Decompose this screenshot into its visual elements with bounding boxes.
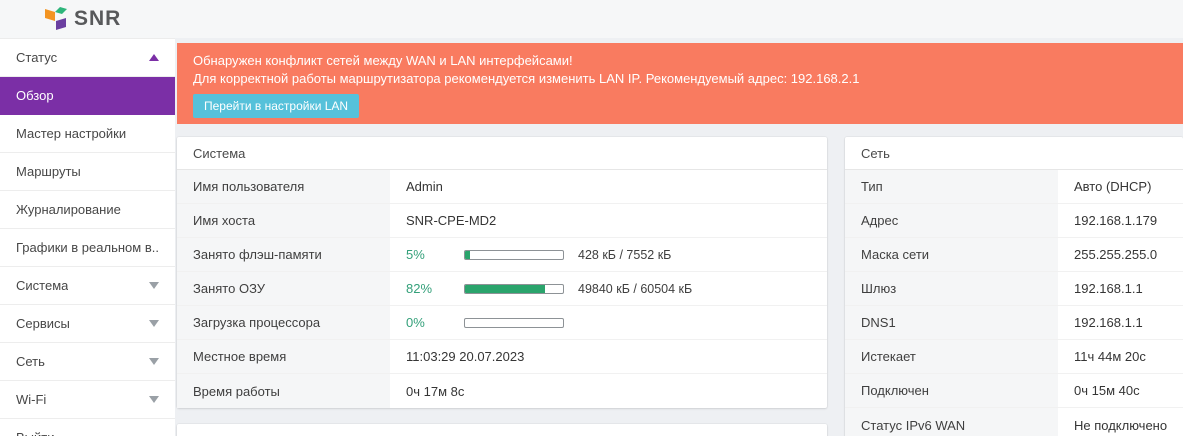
- row-label: Время работы: [177, 374, 390, 408]
- topbar: SNR: [0, 0, 1183, 38]
- row-label: Занято ОЗУ: [177, 272, 390, 305]
- row-value: 5% 428 кБ / 7552 кБ: [390, 238, 827, 271]
- table-row: Имя хоста SNR-CPE-MD2: [177, 204, 827, 238]
- logo-text: SNR: [74, 7, 122, 30]
- row-label: Статус IPv6 WAN: [845, 408, 1058, 436]
- network-card: Сеть Тип Авто (DHCP) Адрес 192.168.1.179 Мас…: [845, 137, 1183, 436]
- sidebar-item-label: Wi-Fi: [16, 392, 47, 407]
- row-label: Имя хоста: [177, 204, 390, 237]
- row-value: 0ч 17м 8с: [406, 383, 465, 399]
- row-value: 255.255.255.0: [1074, 247, 1158, 262]
- table-row: Адрес 192.168.1.179: [845, 204, 1183, 238]
- sidebar-item-label: Графики в реальном в...: [16, 240, 159, 255]
- sidebar-item-label: Сервисы: [16, 316, 70, 331]
- row-value: 0%: [390, 306, 827, 339]
- banner-line1: Обнаружен конфликт сетей между WAN и LAN…: [193, 53, 573, 68]
- usage-detail-text: 428 кБ / 7552 кБ: [578, 247, 672, 262]
- network-card-body: Тип Авто (DHCP) Адрес 192.168.1.179 Маска се…: [845, 170, 1183, 436]
- table-row: Шлюз 192.168.1.1: [845, 272, 1183, 306]
- conflict-warning-banner: Обнаружен конфликт сетей между WAN и LAN…: [177, 43, 1183, 124]
- table-row: Загрузка процессора 0%: [177, 306, 827, 340]
- row-label: Занято флэш-памяти: [177, 238, 390, 271]
- row-label: Маска сети: [845, 238, 1058, 271]
- sidebar-item-мастер-настройки[interactable]: Мастер настройки: [0, 115, 175, 153]
- sidebar-item-label: Обзор: [16, 88, 54, 103]
- sidebar-item-сервисы[interactable]: Сервисы: [0, 305, 175, 343]
- system-card-body: Имя пользователя Admin Имя хоста SNR-CPE-MD…: [177, 170, 827, 408]
- chevron-up-icon: [149, 54, 159, 61]
- next-card-partial: [177, 424, 827, 436]
- sidebar-item-графики-в-реальном-в-[interactable]: Графики в реальном в...: [0, 229, 175, 267]
- sidebar-item-label: Выйти: [16, 430, 55, 436]
- row-value: 192.168.1.1: [1074, 315, 1143, 330]
- row-label: Имя пользователя: [177, 170, 390, 203]
- sidebar-item-маршруты[interactable]: Маршруты: [0, 153, 175, 191]
- row-value: Авто (DHCP): [1074, 179, 1152, 194]
- row-value: 82% 49840 кБ / 60504 кБ: [390, 272, 827, 305]
- row-label: Шлюз: [845, 272, 1058, 305]
- row-value: 0ч 15м 40с: [1074, 383, 1140, 398]
- table-row: Истекает 11ч 44м 20с: [845, 340, 1183, 374]
- percent-text: 82%: [406, 281, 433, 296]
- row-label: Истекает: [845, 340, 1058, 373]
- row-value: 192.168.1.179: [1074, 213, 1158, 228]
- snr-logo: SNR: [44, 6, 121, 32]
- system-card-title: Система: [177, 137, 827, 170]
- sidebar-item-label: Журналирование: [16, 202, 121, 217]
- row-label: Тип: [845, 170, 1058, 203]
- row-value: Admin: [406, 179, 443, 194]
- row-label: Местное время: [177, 340, 390, 373]
- progress-bar: [464, 283, 564, 294]
- row-label: Подключен: [845, 374, 1058, 407]
- sidebar-item-журналирование[interactable]: Журналирование: [0, 191, 175, 229]
- table-row: Подключен 0ч 15м 40с: [845, 374, 1183, 408]
- chevron-down-icon: [149, 396, 159, 403]
- row-label: DNS1: [845, 306, 1058, 339]
- sidebar-item-label: Статус: [16, 50, 58, 65]
- sidebar-item-wi-fi[interactable]: Wi-Fi: [0, 381, 175, 419]
- table-row: Занято ОЗУ 82% 49840 кБ / 60504 кБ: [177, 272, 827, 306]
- chevron-down-icon: [149, 320, 159, 327]
- percent-text: 5%: [406, 247, 425, 262]
- usage-detail-text: 49840 кБ / 60504 кБ: [578, 281, 693, 296]
- sidebar-item-label: Мастер настройки: [16, 126, 127, 141]
- go-to-lan-settings-button[interactable]: Перейти в настройки LAN: [193, 94, 360, 118]
- chevron-down-icon: [149, 358, 159, 365]
- table-row: Статус IPv6 WAN Не подключено: [845, 408, 1183, 436]
- sidebar-item-выйти[interactable]: Выйти: [0, 419, 175, 436]
- row-value: Не подключено: [1074, 417, 1168, 433]
- sidebar-item-система[interactable]: Система: [0, 267, 175, 305]
- progress-bar: [464, 317, 564, 328]
- snr-cube-icon: [44, 6, 68, 32]
- row-label: Загрузка процессора: [177, 306, 390, 339]
- table-row: Маска сети 255.255.255.0: [845, 238, 1183, 272]
- sidebar-item-статус[interactable]: Статус: [0, 39, 175, 77]
- network-card-title: Сеть: [845, 137, 1183, 170]
- table-row: Местное время 11:03:29 20.07.2023: [177, 340, 827, 374]
- table-row: Имя пользователя Admin: [177, 170, 827, 204]
- sidebar: Статус Обзор Мастер настройки Маршруты Журна…: [0, 38, 175, 436]
- main-content: Обнаружен конфликт сетей между WAN и LAN…: [175, 38, 1183, 436]
- chevron-down-icon: [149, 282, 159, 289]
- system-card: Система Имя пользователя Admin Имя хоста SN…: [177, 137, 827, 408]
- percent-text: 0%: [406, 315, 425, 330]
- sidebar-item-label: Маршруты: [16, 164, 81, 179]
- row-value: 11:03:29 20.07.2023: [406, 349, 525, 364]
- row-label: Адрес: [845, 204, 1058, 237]
- banner-line2: Для корректной работы маршрутизатора рек…: [193, 71, 860, 86]
- table-row: Тип Авто (DHCP): [845, 170, 1183, 204]
- sidebar-item-сеть[interactable]: Сеть: [0, 343, 175, 381]
- sidebar-item-label: Система: [16, 278, 69, 293]
- sidebar-item-обзор[interactable]: Обзор: [0, 77, 175, 115]
- row-value: 11ч 44м 20с: [1074, 349, 1146, 364]
- progress-bar: [464, 249, 564, 260]
- progress-bar-fill: [465, 250, 470, 259]
- row-value: 192.168.1.1: [1074, 281, 1143, 296]
- row-value: SNR-CPE-MD2: [406, 213, 497, 228]
- sidebar-item-label: Сеть: [16, 354, 45, 369]
- progress-bar-fill: [465, 284, 546, 293]
- table-row: Занято флэш-памяти 5% 428 кБ / 7552 кБ: [177, 238, 827, 272]
- table-row: DNS1 192.168.1.1: [845, 306, 1183, 340]
- table-row: Время работы 0ч 17м 8с: [177, 374, 827, 408]
